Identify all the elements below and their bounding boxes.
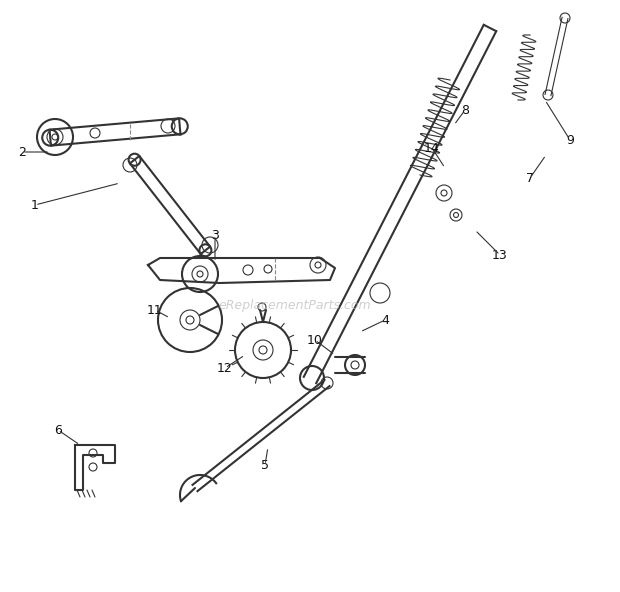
Text: 11: 11 (147, 304, 163, 317)
Text: 1: 1 (31, 198, 39, 211)
Text: 8: 8 (461, 104, 469, 117)
Text: 2: 2 (18, 146, 26, 159)
Text: 3: 3 (211, 229, 219, 242)
Text: 14: 14 (424, 141, 440, 155)
Text: 13: 13 (492, 249, 508, 262)
Text: 7: 7 (526, 172, 534, 185)
Text: 10: 10 (307, 333, 323, 346)
Text: 4: 4 (381, 314, 389, 327)
Text: eReplacementParts.com: eReplacementParts.com (219, 298, 371, 311)
Text: 9: 9 (566, 134, 574, 146)
Text: 6: 6 (54, 423, 62, 436)
Text: 12: 12 (217, 362, 233, 375)
Text: 5: 5 (261, 458, 269, 471)
